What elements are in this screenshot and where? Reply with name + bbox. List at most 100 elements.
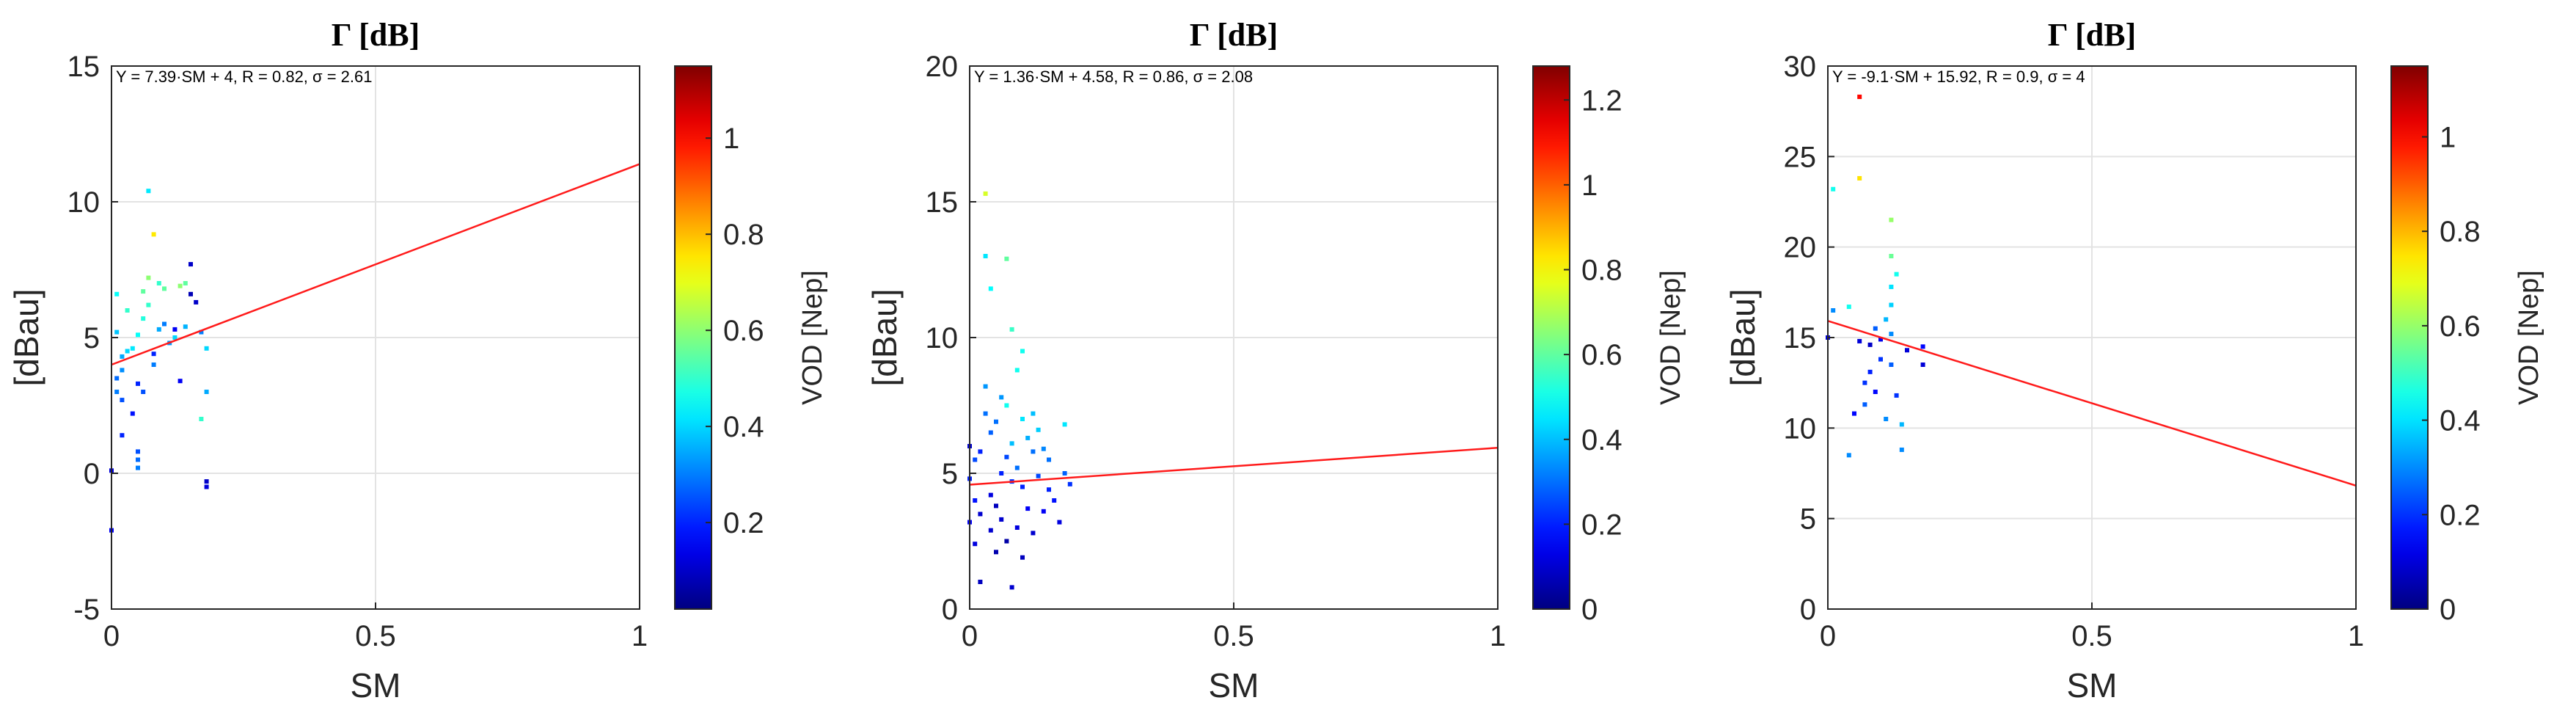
colorbar-tick-label: 0.2 (1581, 509, 1622, 541)
data-point (1031, 531, 1036, 536)
x-tick-label: 1 (1490, 620, 1506, 652)
data-point (1041, 446, 1046, 451)
data-point (183, 324, 188, 329)
colorbar-tick-label: 0.4 (723, 411, 764, 443)
chart-panel-3: 0 5 10 15 20 25 30 0 0.5 1 Γ [dB] Y = -9.1·SM + 15.… (1716, 0, 2576, 725)
data-point (1867, 342, 1873, 347)
colorbar-tick-label: 1.2 (1581, 84, 1622, 117)
data-point (1062, 422, 1067, 427)
chart-panel-2: 0 5 10 15 20 0 0.5 1 Γ [dB] Y = 1.36·SM + 4.58, R… (858, 0, 1716, 725)
data-point (146, 275, 151, 280)
colorbar-tick-label: 0.2 (2440, 499, 2481, 531)
data-point (1062, 471, 1067, 476)
colorbar-tick-label: 0.8 (2440, 216, 2481, 248)
x-tick-label: 0 (962, 620, 978, 652)
colorbar-label: VOD [Nep] (1655, 270, 1686, 405)
data-point (1920, 344, 1925, 349)
data-point (178, 379, 183, 384)
colorbar (674, 65, 712, 610)
data-point (120, 433, 125, 438)
data-point (999, 395, 1004, 400)
y-tick-label: -5 (73, 594, 100, 626)
data-point (162, 286, 167, 291)
data-point (199, 329, 204, 335)
data-point (1031, 411, 1036, 416)
y-tick-label: 10 (67, 186, 100, 219)
y-tick-label: 0 (1800, 594, 1816, 626)
y-tick-label: 0 (942, 594, 958, 626)
data-point (1831, 308, 1836, 313)
data-point (120, 354, 125, 359)
data-point (983, 191, 988, 196)
data-point (1009, 327, 1014, 332)
data-point (1025, 435, 1031, 440)
data-point (1025, 506, 1031, 511)
data-point (1846, 305, 1851, 310)
y-tick-label: 0 (84, 458, 100, 490)
data-point (141, 289, 146, 294)
data-point (1873, 390, 1878, 394)
colorbar-label: VOD [Nep] (2514, 270, 2544, 405)
colorbar-tick-label: 0.8 (723, 219, 764, 251)
data-point (204, 390, 209, 394)
data-point (1031, 449, 1036, 454)
colorbar-tick-label: 0.6 (2440, 310, 2481, 343)
y-tick-label: 25 (1784, 141, 1817, 173)
y-tick-label: 15 (1784, 322, 1817, 354)
chart-panel-1: -5 0 5 10 15 0 0.5 1 Γ [dB] Y = 7.39·SM + 4, R = … (0, 0, 858, 725)
data-point (999, 517, 1004, 522)
y-axis-label: [dBau] (1724, 289, 1762, 387)
data-point (1857, 338, 1862, 343)
data-point (1889, 254, 1894, 258)
chart-title: Γ [dB] (1190, 17, 1278, 53)
data-point (146, 302, 151, 307)
data-point (189, 291, 193, 296)
data-point (162, 321, 167, 327)
x-tick-label: 1 (2348, 620, 2364, 652)
regression-annotation: Y = 7.39·SM + 4, R = 0.82, σ = 2.61 (116, 68, 373, 86)
colorbar-tick-label: 1 (723, 123, 739, 155)
data-point (125, 349, 130, 354)
data-point (141, 316, 146, 321)
data-point (1047, 487, 1051, 492)
regression-annotation: Y = -9.1·SM + 15.92, R = 0.9, σ = 4 (1832, 68, 2085, 86)
data-point (1846, 453, 1851, 458)
data-point (120, 398, 125, 403)
data-point (1857, 94, 1862, 99)
fit-line (1827, 320, 2357, 487)
data-point (114, 329, 120, 335)
x-axis-label: SM (2067, 666, 2118, 704)
data-point (988, 430, 993, 435)
data-point (194, 299, 199, 305)
data-point (1873, 326, 1878, 331)
data-point (988, 492, 993, 498)
colorbar-tick-label: 0.6 (1581, 339, 1622, 371)
data-point (1057, 520, 1062, 525)
data-point (1004, 454, 1009, 459)
data-point (136, 457, 140, 462)
colorbar-label: VOD [Nep] (797, 270, 828, 405)
data-point (983, 411, 988, 416)
data-point (114, 376, 120, 381)
colorbar-tick-label: 0.4 (2440, 405, 2481, 437)
y-tick-label: 5 (84, 322, 100, 354)
data-point (136, 465, 140, 470)
data-point (136, 332, 140, 338)
colorbar-tick-label: 0.8 (1581, 255, 1622, 287)
data-point (973, 498, 978, 503)
y-tick-label: 10 (1784, 412, 1817, 445)
data-point (978, 511, 983, 517)
data-point (151, 362, 156, 367)
data-point (1884, 317, 1889, 322)
chart-title: Γ [dB] (2048, 17, 2136, 53)
data-point (1041, 509, 1046, 514)
data-point (141, 390, 146, 394)
data-point (978, 449, 983, 454)
data-point (1009, 441, 1014, 446)
regression-annotation: Y = 1.36·SM + 4.58, R = 0.86, σ = 2.08 (974, 68, 1253, 86)
y-axis-label: [dBau] (866, 289, 904, 387)
data-point (1862, 402, 1867, 407)
colorbar (1532, 65, 1570, 610)
data-point (1894, 393, 1899, 398)
